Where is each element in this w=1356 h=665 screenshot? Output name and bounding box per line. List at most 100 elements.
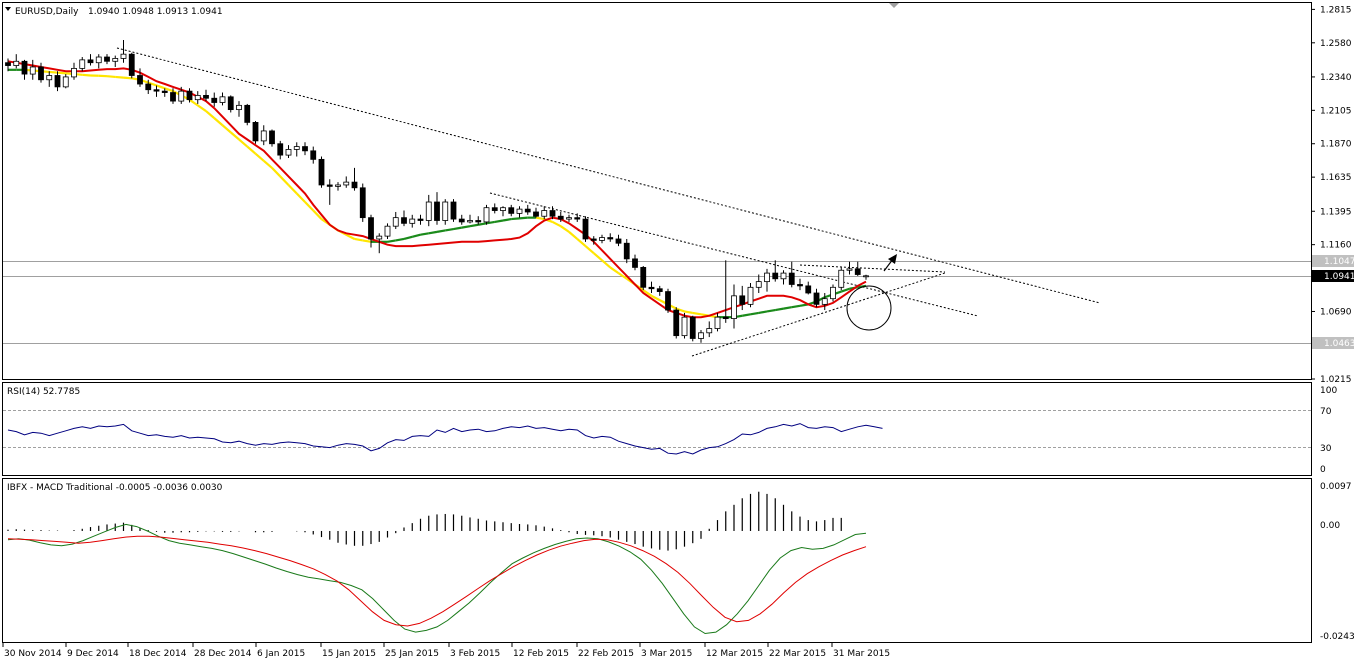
fast-ma-line[interactable] [8,61,866,317]
candle[interactable] [468,215,473,224]
candle[interactable] [286,145,291,158]
candle[interactable] [303,142,308,155]
candle[interactable] [509,205,514,216]
slow-ma-segment [396,239,404,240]
candle[interactable] [567,215,572,222]
macd-signal-line[interactable] [8,536,866,626]
candle[interactable] [220,93,225,106]
candle[interactable] [765,269,770,292]
candle[interactable] [344,176,349,187]
candle[interactable] [121,40,126,63]
candle[interactable] [393,212,398,229]
candle[interactable] [418,215,423,225]
candle[interactable] [402,211,407,227]
candle[interactable] [327,179,332,205]
candle[interactable] [212,93,217,107]
candle[interactable] [451,199,456,222]
candle[interactable] [657,286,662,296]
time-tick-label: 6 Jan 2015 [257,649,305,659]
candle[interactable] [237,101,242,117]
candle[interactable] [228,95,233,112]
candle[interactable] [278,141,283,159]
candle[interactable] [517,206,522,217]
candle[interactable] [674,307,679,338]
candle[interactable] [616,235,621,246]
candle[interactable] [525,205,530,215]
candle[interactable] [72,63,77,80]
candle[interactable] [253,121,258,144]
candle[interactable] [14,54,19,68]
candle[interactable] [294,142,299,156]
candle[interactable] [105,54,110,64]
candle[interactable] [47,71,52,87]
candle[interactable] [798,279,803,290]
candle[interactable] [113,56,118,67]
candle[interactable] [311,147,316,164]
candle[interactable] [96,54,101,68]
candle[interactable] [459,215,464,225]
candle[interactable] [773,260,778,281]
candle[interactable] [789,262,794,288]
candle[interactable] [649,282,654,293]
candle[interactable] [492,203,497,213]
candle[interactable] [666,289,671,313]
candle[interactable] [600,235,605,244]
candle[interactable] [831,284,836,301]
candle[interactable] [22,60,27,80]
candle[interactable] [336,182,341,191]
candle[interactable] [319,157,324,188]
candle[interactable] [542,206,547,219]
rsi-line[interactable] [8,424,883,454]
candle[interactable] [501,206,506,216]
candle[interactable] [732,284,737,328]
candle[interactable] [855,262,860,276]
candle[interactable] [781,270,786,284]
candle[interactable] [699,330,704,343]
candle[interactable] [484,205,489,225]
candle[interactable] [261,125,266,145]
candle[interactable] [839,267,844,290]
price-axis[interactable]: 1.28151.25801.23401.21051.18701.16351.13… [1311,5,1352,385]
candle[interactable] [360,184,365,222]
candle[interactable] [129,53,134,79]
candle[interactable] [195,91,200,104]
candle[interactable] [608,233,613,242]
candle[interactable] [443,199,448,225]
candle[interactable] [30,60,35,80]
candle[interactable] [534,208,539,218]
candle[interactable] [715,313,720,331]
candle[interactable] [426,195,431,226]
highlight-circle[interactable] [847,286,891,330]
candle[interactable] [641,266,646,290]
candle[interactable] [245,104,250,125]
candle[interactable] [864,275,869,280]
candle[interactable] [270,130,275,147]
candle[interactable] [814,289,819,307]
candle[interactable] [583,216,588,242]
candle[interactable] [435,192,440,225]
candle[interactable] [63,74,68,88]
candle[interactable] [847,262,852,275]
candle[interactable] [756,275,761,293]
candle[interactable] [410,215,415,228]
candle[interactable] [352,168,357,191]
candle[interactable] [723,260,728,323]
candle[interactable] [707,321,712,337]
candle[interactable] [806,282,811,295]
candle[interactable] [748,283,753,307]
chart-shift-marker-icon[interactable] [889,3,899,8]
candle[interactable] [633,255,638,271]
collapse-triangle-icon[interactable] [5,7,11,11]
candle[interactable] [385,223,390,239]
candle[interactable] [690,316,695,342]
candle[interactable] [88,54,93,65]
candle[interactable] [624,239,629,263]
candle[interactable] [55,71,60,91]
triangle-upper-line[interactable] [800,265,945,272]
candle[interactable] [740,286,745,310]
macd-main-line[interactable] [8,524,866,633]
candle[interactable] [80,57,85,71]
candle-body-bearish [723,317,728,318]
